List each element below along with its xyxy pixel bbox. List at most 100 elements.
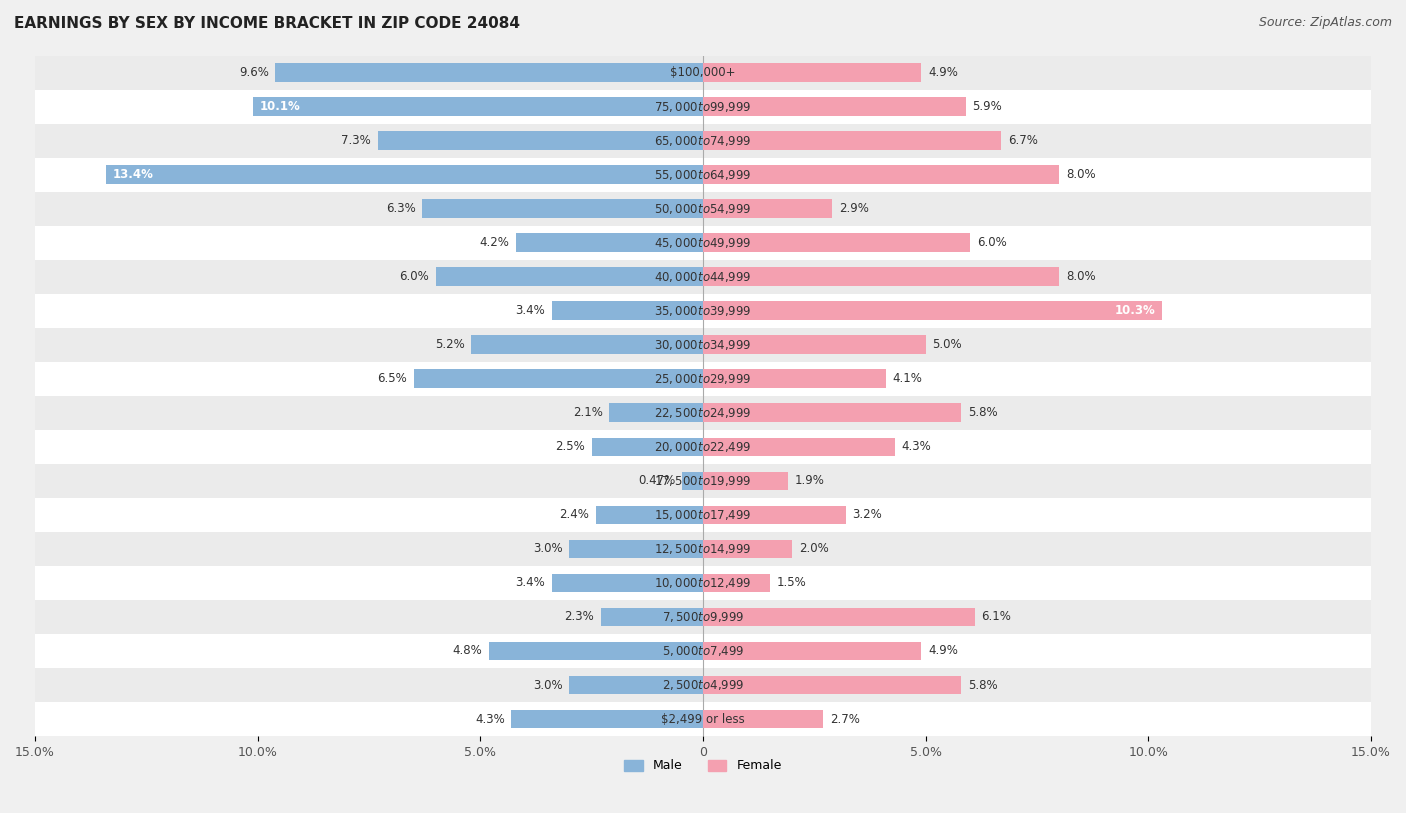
Bar [35,532,1371,566]
Bar [35,430,1371,464]
Text: 3.4%: 3.4% [515,576,546,589]
Text: $75,000 to $99,999: $75,000 to $99,999 [654,100,752,114]
Bar [35,498,1371,532]
Text: 3.4%: 3.4% [515,304,546,317]
Bar [703,199,832,218]
Bar [703,607,974,626]
Bar [682,472,703,490]
Bar [703,165,1059,184]
Bar [35,328,1371,362]
Legend: Male, Female: Male, Female [619,754,787,777]
Bar [703,641,921,660]
Bar [703,437,894,456]
Bar [35,634,1371,668]
Text: $35,000 to $39,999: $35,000 to $39,999 [654,304,752,318]
Bar [703,369,886,388]
Text: $45,000 to $49,999: $45,000 to $49,999 [654,236,752,250]
Text: $22,500 to $24,999: $22,500 to $24,999 [654,406,752,420]
Text: $10,000 to $12,499: $10,000 to $12,499 [654,576,752,590]
Bar [35,396,1371,430]
Text: 5.9%: 5.9% [973,100,1002,113]
Bar [35,226,1371,260]
Text: $100,000+: $100,000+ [671,66,735,79]
Text: 5.8%: 5.8% [967,679,998,692]
Text: 3.0%: 3.0% [533,542,562,555]
Text: 4.1%: 4.1% [893,372,922,385]
Text: 4.9%: 4.9% [928,645,957,658]
Bar [35,260,1371,293]
Text: $20,000 to $22,499: $20,000 to $22,499 [654,440,752,454]
Bar [489,641,703,660]
Text: 1.5%: 1.5% [776,576,806,589]
Text: 10.1%: 10.1% [260,100,301,113]
Bar [107,165,703,184]
Text: 8.0%: 8.0% [1066,168,1095,181]
Text: 4.3%: 4.3% [901,441,931,454]
Bar [703,403,962,422]
Text: $15,000 to $17,499: $15,000 to $17,499 [654,508,752,522]
Text: $40,000 to $44,999: $40,000 to $44,999 [654,270,752,284]
Bar [35,55,1371,89]
Text: $65,000 to $74,999: $65,000 to $74,999 [654,133,752,148]
Bar [569,676,703,694]
Bar [35,158,1371,192]
Text: 2.1%: 2.1% [572,406,603,420]
Text: 2.3%: 2.3% [564,611,593,624]
Text: $17,500 to $19,999: $17,500 to $19,999 [654,474,752,488]
Bar [703,710,824,728]
Text: 4.3%: 4.3% [475,712,505,725]
Text: 4.9%: 4.9% [928,66,957,79]
Text: 2.4%: 2.4% [560,508,589,521]
Text: 1.9%: 1.9% [794,475,824,487]
Text: 13.4%: 13.4% [112,168,153,181]
Text: 6.0%: 6.0% [399,270,429,283]
Text: EARNINGS BY SEX BY INCOME BRACKET IN ZIP CODE 24084: EARNINGS BY SEX BY INCOME BRACKET IN ZIP… [14,16,520,31]
Bar [35,600,1371,634]
Text: 0.47%: 0.47% [638,475,675,487]
Bar [35,566,1371,600]
Bar [253,98,703,116]
Bar [609,403,703,422]
Text: 6.3%: 6.3% [387,202,416,215]
Bar [516,233,703,252]
Text: Source: ZipAtlas.com: Source: ZipAtlas.com [1258,16,1392,29]
Text: $50,000 to $54,999: $50,000 to $54,999 [654,202,752,215]
Bar [703,233,970,252]
Bar [703,506,845,524]
Bar [596,506,703,524]
Bar [276,63,703,82]
Bar [35,89,1371,124]
Bar [703,336,925,354]
Bar [35,702,1371,736]
Bar [413,369,703,388]
Text: $5,000 to $7,499: $5,000 to $7,499 [662,644,744,658]
Text: $25,000 to $29,999: $25,000 to $29,999 [654,372,752,386]
Bar [600,607,703,626]
Bar [35,192,1371,226]
Text: $2,499 or less: $2,499 or less [661,712,745,725]
Bar [703,267,1059,286]
Text: 8.0%: 8.0% [1066,270,1095,283]
Text: 5.0%: 5.0% [932,338,962,351]
Text: 6.5%: 6.5% [377,372,406,385]
Text: $7,500 to $9,999: $7,500 to $9,999 [662,610,744,624]
Bar [35,464,1371,498]
Bar [471,336,703,354]
Bar [703,132,1001,150]
Text: 7.3%: 7.3% [342,134,371,147]
Text: 3.2%: 3.2% [852,508,882,521]
Text: 2.5%: 2.5% [555,441,585,454]
Text: 2.9%: 2.9% [839,202,869,215]
Bar [703,574,770,593]
Text: 6.7%: 6.7% [1008,134,1038,147]
Text: $30,000 to $34,999: $30,000 to $34,999 [654,338,752,352]
Bar [569,540,703,559]
Bar [35,124,1371,158]
Bar [512,710,703,728]
Text: 4.8%: 4.8% [453,645,482,658]
Text: 5.2%: 5.2% [434,338,465,351]
Bar [703,676,962,694]
Text: $12,500 to $14,999: $12,500 to $14,999 [654,542,752,556]
Text: 2.0%: 2.0% [799,542,828,555]
Bar [551,302,703,320]
